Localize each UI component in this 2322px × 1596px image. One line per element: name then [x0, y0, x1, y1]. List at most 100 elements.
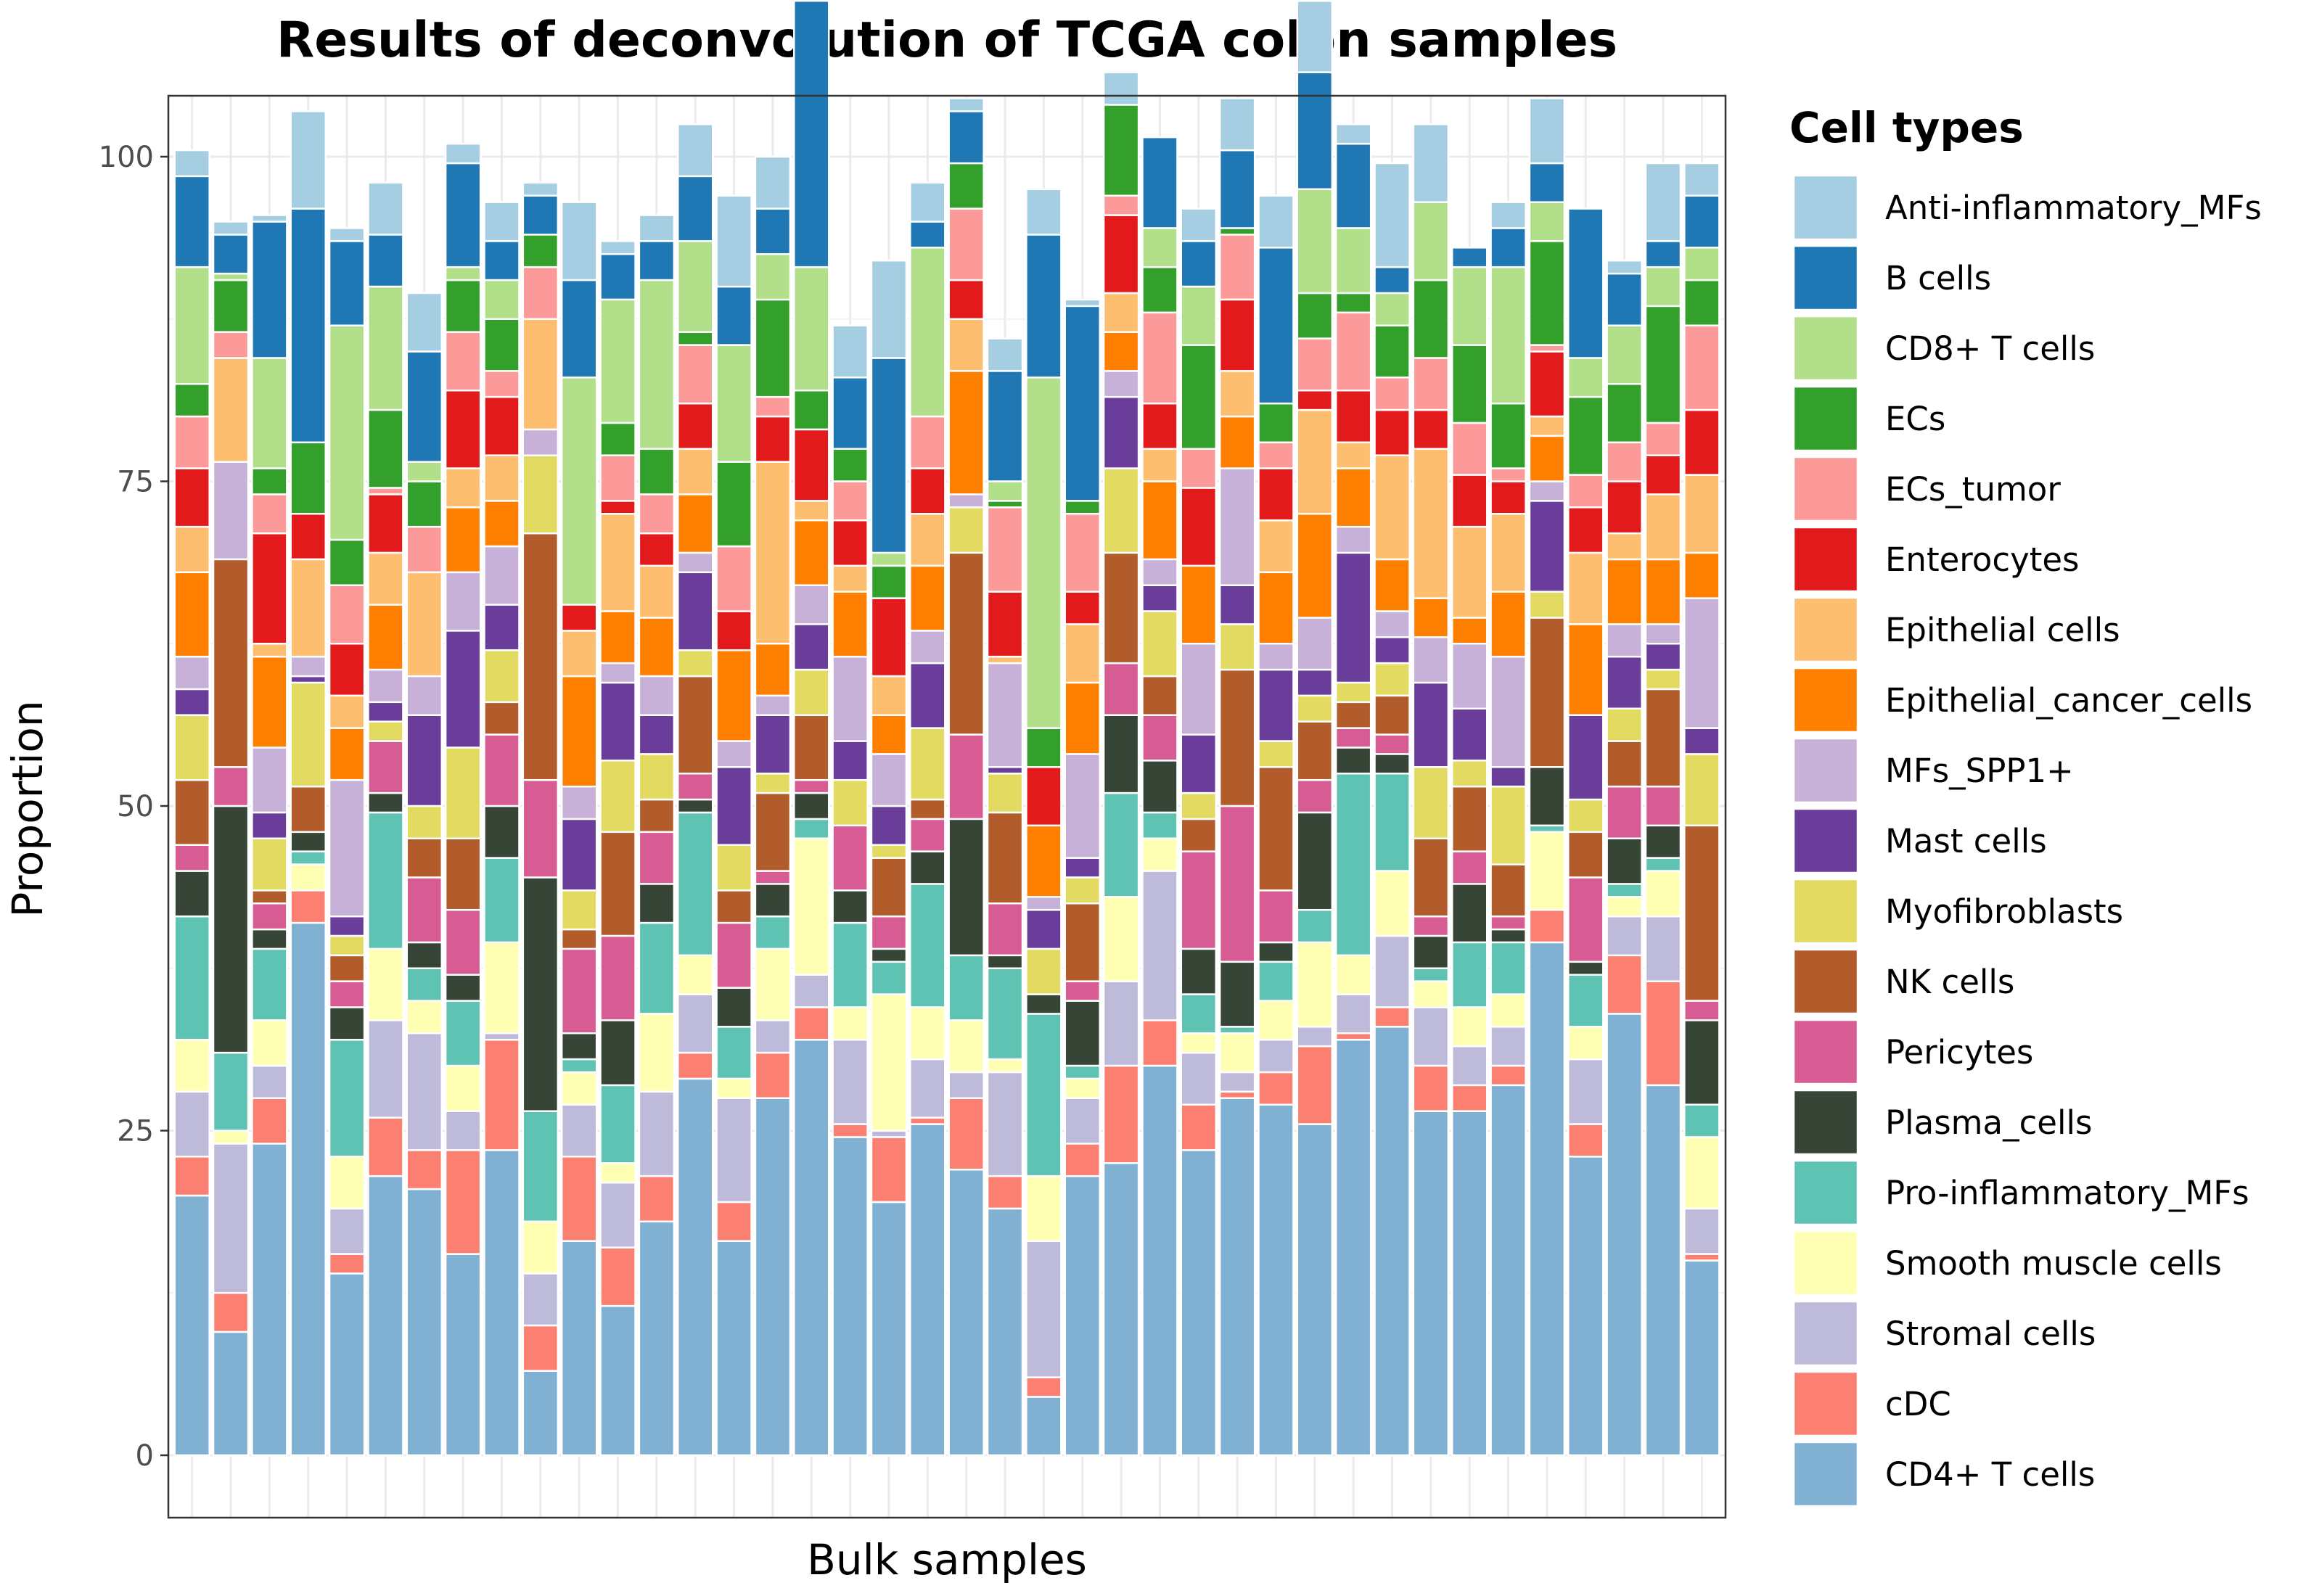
bar-segment [1180, 344, 1218, 450]
bar-segment [1025, 824, 1062, 898]
bar-segment [1567, 1026, 1604, 1061]
bar-segment [1218, 467, 1256, 586]
bar-segment [1180, 240, 1218, 288]
bar-segment [1102, 662, 1140, 716]
bar-segment [599, 1019, 636, 1087]
bar-segment [715, 740, 752, 768]
bar-segment [328, 1272, 366, 1457]
bar-segment [444, 279, 482, 333]
bar-segment [1334, 311, 1372, 392]
bar-segment [1296, 668, 1334, 697]
legend-key [1792, 1441, 1859, 1507]
bar-segment [754, 1051, 792, 1099]
bar-segment [1141, 584, 1178, 612]
bar-segment [1064, 623, 1101, 684]
bar-segment [483, 857, 520, 944]
bar-segment [832, 1136, 869, 1457]
bar-segment [212, 766, 250, 807]
bar-segment [793, 266, 830, 392]
bar-segment [909, 727, 946, 801]
legend-key [1792, 667, 1859, 733]
bar-segment [638, 532, 676, 567]
bar-segment [1141, 402, 1178, 450]
bar-segment [1102, 194, 1140, 216]
bar-segment [1683, 1103, 1720, 1138]
bar-segment [832, 448, 869, 482]
bar-segment [1064, 902, 1101, 982]
bar-segment [948, 110, 985, 165]
bar-segment [483, 649, 520, 704]
bar-segment [290, 558, 327, 658]
bar-segment [832, 921, 869, 1008]
bar-segment [599, 1181, 636, 1249]
bar-segment [754, 207, 792, 255]
legend-title: Cell types [1789, 103, 2024, 152]
bar-segment [483, 1038, 520, 1151]
bar-segment [1644, 785, 1682, 827]
bar-segment [715, 649, 752, 742]
legend-label: ECs [1885, 400, 1945, 438]
bar-segment [1683, 727, 1720, 755]
bar-segment [1218, 1097, 1256, 1457]
bar-segment [832, 655, 869, 742]
bar-segment [1218, 234, 1256, 301]
bar-segment [986, 766, 1024, 775]
bar-segment [1412, 1110, 1450, 1457]
bar-segment [1451, 421, 1488, 476]
bar-segment [1334, 746, 1372, 775]
bar-segment [1528, 97, 1566, 165]
bar-segment [1374, 610, 1411, 638]
bar-segment [1567, 207, 1604, 359]
bar-segment [909, 1116, 946, 1125]
bar-segment [328, 915, 366, 937]
bar-segment [1296, 71, 1334, 191]
bar-segment [1606, 896, 1643, 918]
legend-label: Stromal cells [1885, 1315, 2096, 1353]
bar-segment [638, 1220, 676, 1457]
bar-segment [909, 630, 946, 665]
bar-segment [1141, 480, 1178, 561]
bar-segment [1102, 467, 1140, 554]
bar-segment [328, 694, 366, 729]
bar-segment [173, 688, 210, 716]
bar-segment [909, 415, 946, 469]
y-tick-label: 75 [117, 466, 154, 499]
bar-segment [1606, 740, 1643, 788]
bar-segment [1490, 266, 1527, 405]
bar-segment [754, 791, 792, 872]
bar-segment [1064, 1000, 1101, 1067]
bar-segment [444, 837, 482, 911]
bar-segment [483, 454, 520, 502]
bar-segment [832, 519, 869, 567]
bar-segment [1258, 643, 1295, 671]
bar-segment [1025, 896, 1062, 911]
bar-segment [1374, 162, 1411, 268]
bar-segment [290, 831, 327, 852]
bar-segment [367, 1175, 404, 1457]
bar-segment [406, 967, 443, 1002]
bar-segment [986, 337, 1024, 372]
bar-segment [1334, 701, 1372, 729]
bar-segment [251, 221, 288, 359]
bar-segment [638, 1175, 676, 1223]
legend-key [1792, 878, 1859, 945]
bar-segment [676, 240, 714, 333]
bar-segment [1451, 266, 1488, 346]
bar-segment [1567, 1156, 1604, 1457]
bar-segment [986, 500, 1024, 509]
bar-segment [1258, 247, 1295, 405]
bar-segment [1218, 961, 1256, 1028]
bar-segment [948, 370, 985, 495]
bar-segment [754, 1097, 792, 1457]
bar-segment [1102, 551, 1140, 665]
bar-segment [1102, 980, 1140, 1067]
legend-key [1792, 1089, 1859, 1156]
bar-segment [870, 857, 908, 918]
bar-segment [173, 467, 210, 528]
bar-segment [986, 655, 1024, 665]
bar-segment [290, 889, 327, 924]
bar-segment [560, 1103, 598, 1158]
bar-segment [1296, 337, 1334, 392]
legend-label: Epithelial_cancer_cells [1885, 681, 2252, 720]
bar-segment [870, 915, 908, 950]
